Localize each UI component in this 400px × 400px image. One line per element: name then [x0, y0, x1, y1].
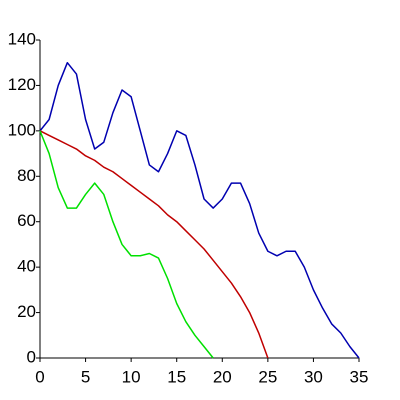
series-line	[39, 61, 360, 359]
y-tick-label: 20	[17, 302, 36, 321]
y-tick-label: 0	[27, 347, 36, 366]
x-tick-label: 25	[258, 367, 277, 386]
x-tick-label: 0	[35, 367, 44, 386]
x-tick-label: 15	[167, 367, 186, 386]
x-tick-label: 10	[122, 367, 141, 386]
x-tick-label: 5	[81, 367, 90, 386]
y-tick-label: 80	[17, 166, 36, 185]
y-tick-label: 100	[8, 120, 36, 139]
series-line	[39, 130, 214, 359]
y-tick-label: 60	[17, 211, 36, 230]
y-tick-label: 40	[17, 257, 36, 276]
series-line	[39, 130, 269, 359]
x-tick-label: 35	[350, 367, 369, 386]
x-tick-label: 30	[304, 367, 323, 386]
y-tick-label: 140	[8, 29, 36, 48]
x-tick-label: 20	[213, 367, 232, 386]
y-tick-label: 120	[8, 75, 36, 94]
